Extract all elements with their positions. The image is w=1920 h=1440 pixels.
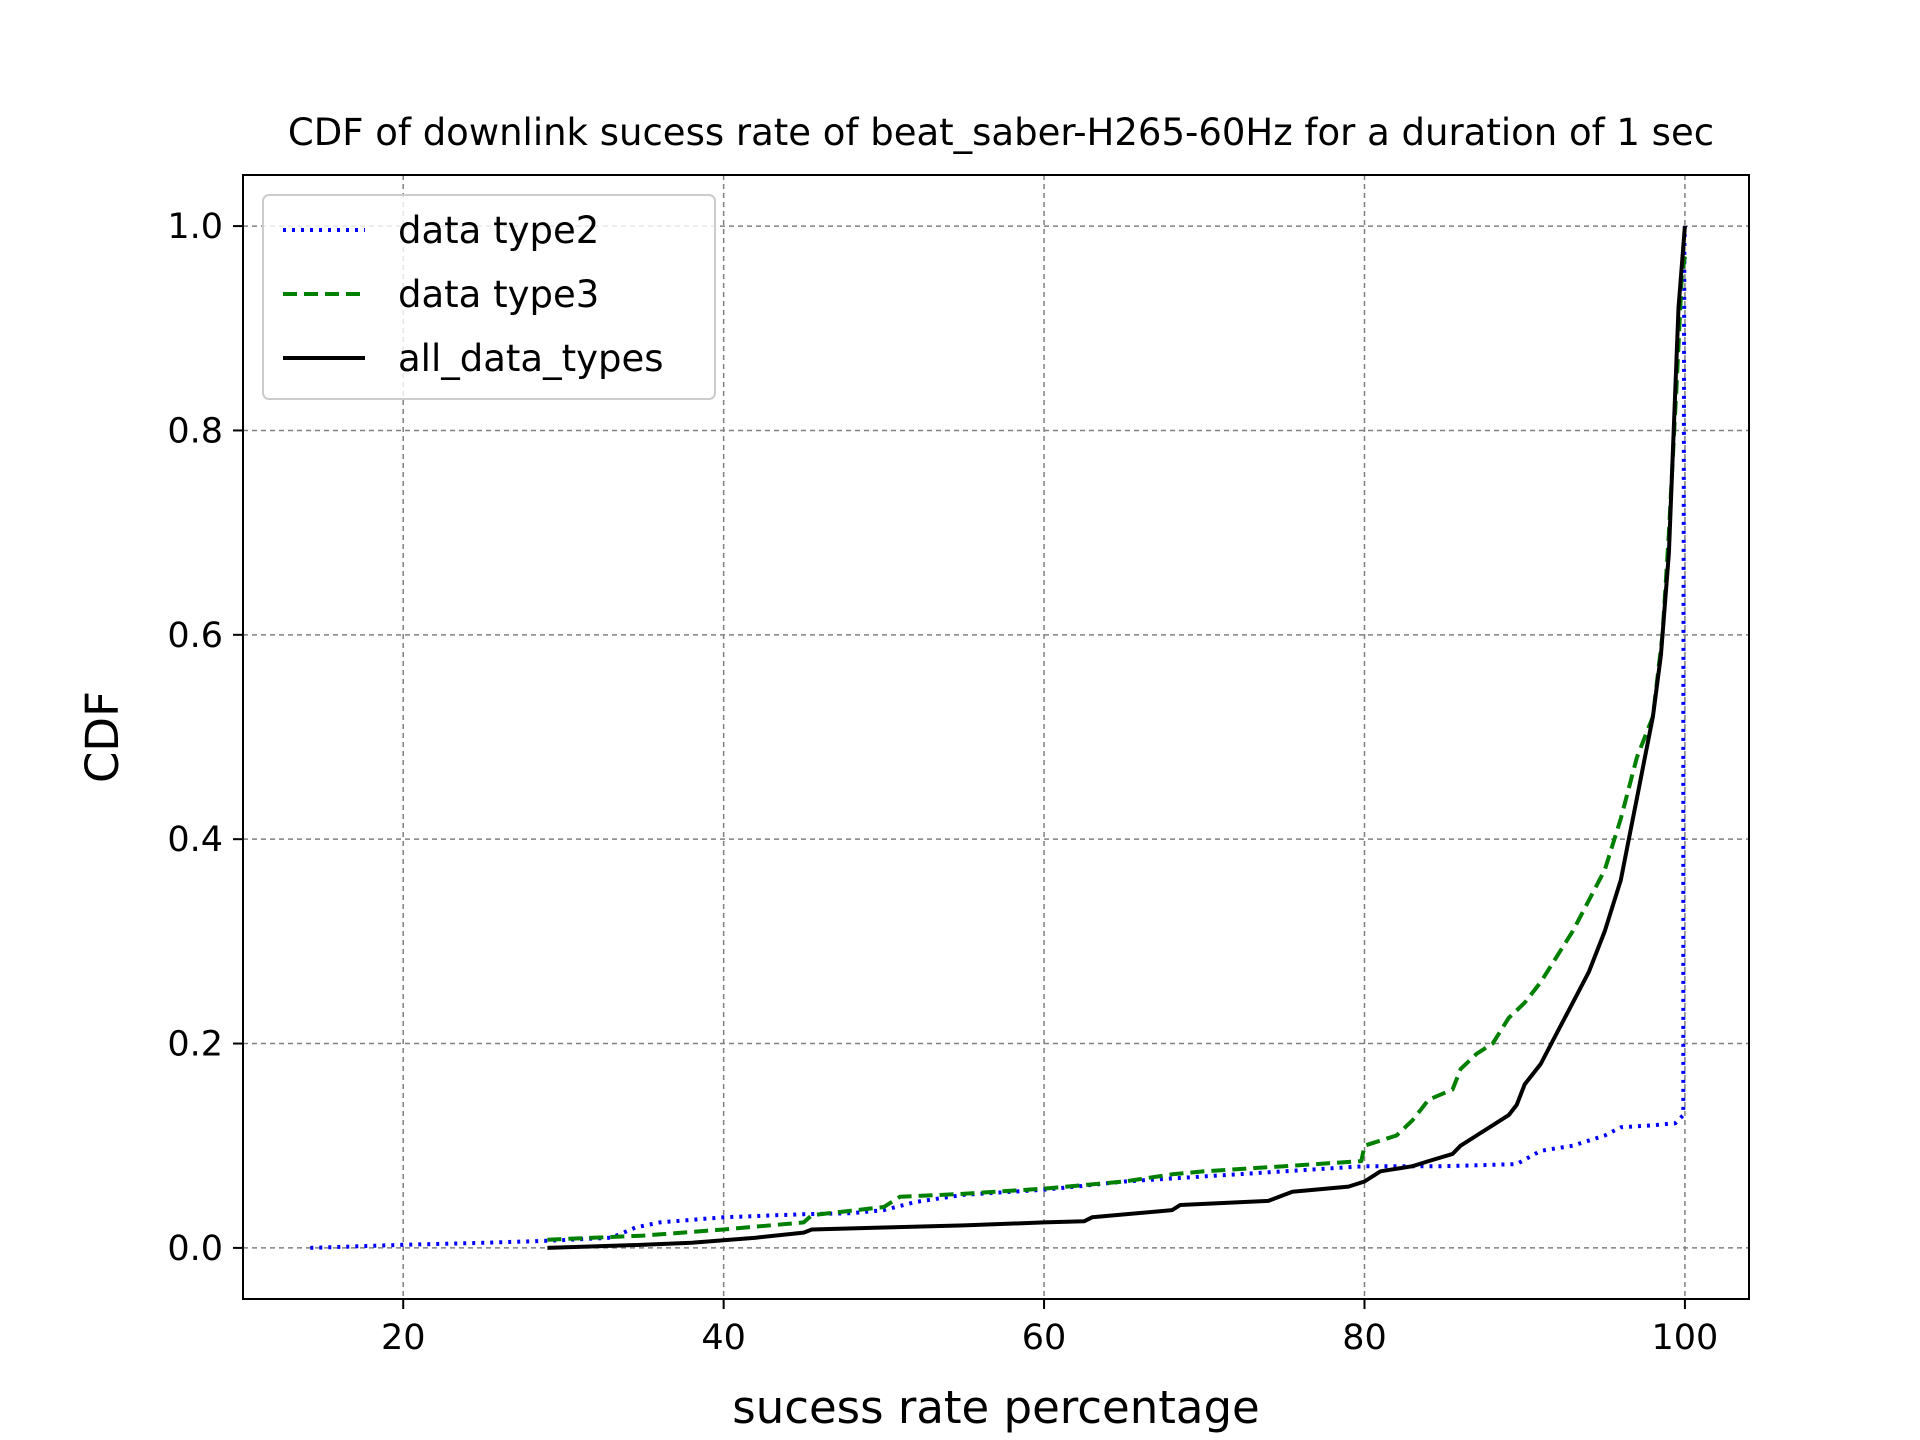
y-tick-label: 0.6 — [167, 616, 223, 656]
x-tick-label: 100 — [1652, 1318, 1719, 1358]
y-axis-label: CDF — [76, 691, 129, 783]
legend: data type2 data type3 all_data_types — [262, 194, 716, 400]
series-lines — [310, 225, 1687, 1250]
x-axis-label: sucess rate percentage — [732, 1381, 1259, 1434]
x-tick-label: 40 — [701, 1318, 746, 1358]
series-line-3 — [547, 225, 1687, 1250]
grid-lines — [243, 175, 1749, 1299]
x-tick-label: 80 — [1342, 1318, 1387, 1358]
plot-area-frame — [242, 174, 1750, 1300]
axis-ticks: 20 40 60 80 100 0.0 0.2 0.4 0.6 0.8 1.0 — [167, 207, 1718, 1358]
y-tick-label: 0.8 — [167, 411, 223, 451]
y-tick-label: 0.4 — [167, 820, 223, 860]
series-line-2 — [547, 256, 1687, 1242]
chart-title: CDF of downlink sucess rate of beat_sabe… — [288, 111, 1714, 154]
y-tick-label: 0.2 — [167, 1025, 223, 1065]
x-tick-label: 60 — [1022, 1318, 1067, 1358]
legend-label: data type3 — [398, 273, 599, 316]
legend-label: data type2 — [398, 209, 599, 252]
legend-box — [262, 194, 716, 400]
legend-label: all_data_types — [398, 337, 664, 380]
y-tick-label: 0.0 — [167, 1229, 223, 1269]
y-tick-label: 1.0 — [167, 207, 223, 247]
x-tick-label: 20 — [381, 1318, 426, 1358]
